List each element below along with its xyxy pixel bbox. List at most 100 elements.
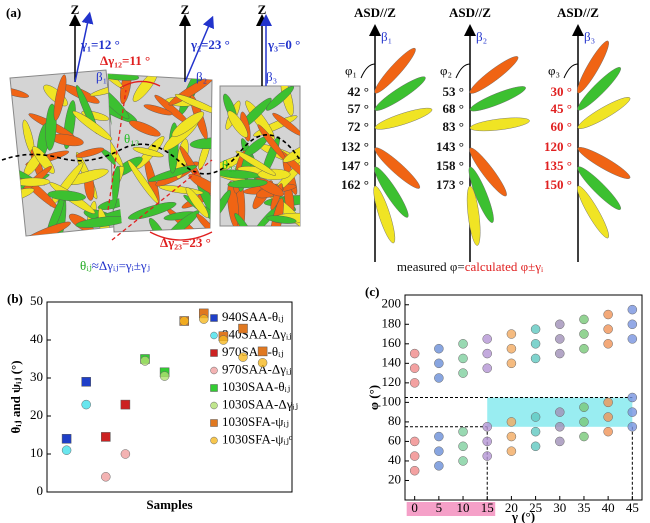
point bbox=[140, 356, 150, 366]
phi-label: φ₃ bbox=[548, 63, 560, 78]
legend-marker bbox=[210, 331, 218, 340]
boundary-line bbox=[1, 134, 301, 175]
point bbox=[458, 339, 468, 349]
grain bbox=[143, 104, 173, 116]
point bbox=[579, 329, 589, 339]
angle-label: 135 ° bbox=[544, 158, 572, 173]
phi-label: φ₁ bbox=[345, 63, 357, 78]
legend-label: 1030SAA-θᵢⱼ bbox=[222, 379, 290, 394]
angle-label: 30 ° bbox=[551, 84, 572, 99]
y-tick-label: 120 bbox=[382, 374, 402, 389]
grain bbox=[127, 202, 177, 220]
grain bbox=[266, 215, 297, 224]
petal bbox=[468, 166, 494, 223]
point bbox=[482, 422, 492, 432]
x-tick-label: 5 bbox=[436, 500, 443, 515]
petal bbox=[469, 86, 526, 112]
angle-label: 83 ° bbox=[443, 119, 464, 134]
x-axis-label: Samples bbox=[146, 497, 192, 512]
point bbox=[409, 465, 420, 476]
legend-label: 1030SFA-ψᵢⱼ bbox=[222, 414, 289, 429]
point bbox=[434, 431, 444, 442]
point bbox=[458, 368, 468, 378]
point bbox=[579, 343, 589, 354]
grain bbox=[282, 142, 300, 163]
legend-marker bbox=[210, 349, 218, 357]
grain bbox=[227, 110, 248, 138]
point bbox=[434, 461, 444, 471]
point bbox=[627, 334, 638, 344]
point bbox=[579, 402, 589, 413]
panel-label: (c) bbox=[365, 284, 379, 299]
panel-label: (a) bbox=[6, 5, 21, 20]
x-axis-label: γ (°) bbox=[511, 509, 535, 523]
angle-label: 162 ° bbox=[341, 177, 369, 192]
chart: (b) 0 10 20 30 40 50 940SAA-θᵢⱼ 940SAA-Δγᵢⱼ 970SA… bbox=[7, 291, 298, 512]
petal bbox=[577, 67, 621, 111]
grain bbox=[47, 190, 86, 202]
petal bbox=[466, 185, 481, 246]
beta-label: β₃ bbox=[584, 29, 595, 44]
angle-label: 68 ° bbox=[443, 101, 464, 116]
beta-label: β₂ bbox=[476, 29, 487, 44]
red-arc bbox=[119, 80, 213, 241]
y-tick-label: 200 bbox=[382, 296, 402, 311]
formula: θᵢⱼ≈Δγᵢⱼ=γᵢ±γⱼ bbox=[80, 258, 150, 273]
column-title: ASD//Z bbox=[449, 5, 491, 20]
red-dashed bbox=[107, 89, 213, 241]
caption-part: measured φ= bbox=[397, 259, 465, 274]
grain bbox=[45, 103, 57, 151]
grain bbox=[132, 147, 164, 158]
point bbox=[603, 426, 613, 437]
point bbox=[603, 309, 613, 320]
plot-frame bbox=[46, 301, 293, 493]
point bbox=[81, 377, 91, 387]
legend-label: 940SAA-θᵢⱼ bbox=[222, 309, 284, 324]
y-tick-label: 160 bbox=[382, 335, 402, 350]
grain-group bbox=[220, 86, 300, 226]
legend-marker bbox=[210, 401, 218, 410]
petal bbox=[373, 185, 396, 244]
petal bbox=[469, 117, 530, 132]
legend-label: 1030SAA-Δγᵢⱼ bbox=[222, 396, 298, 411]
point bbox=[409, 436, 420, 447]
beta-label: β₁ bbox=[96, 69, 107, 84]
point bbox=[179, 316, 189, 326]
x-tick-label: 35 bbox=[577, 500, 590, 515]
z-label: Z bbox=[181, 2, 190, 17]
point bbox=[199, 314, 209, 324]
grain bbox=[234, 213, 253, 226]
grain bbox=[75, 147, 105, 158]
petal bbox=[374, 107, 433, 130]
petal bbox=[374, 147, 421, 189]
y-tick-label: 40 bbox=[388, 452, 401, 467]
point bbox=[409, 348, 420, 359]
point bbox=[506, 358, 517, 369]
formula-part: ≈Δγᵢⱼ=γᵢ±γⱼ bbox=[92, 258, 150, 273]
point bbox=[434, 358, 444, 369]
grain bbox=[108, 83, 130, 120]
point bbox=[555, 348, 565, 359]
grain bbox=[18, 221, 71, 236]
petal bbox=[469, 147, 507, 197]
beta-axis bbox=[74, 11, 94, 83]
point bbox=[257, 346, 268, 357]
point bbox=[506, 329, 517, 339]
angle-label: 53 ° bbox=[443, 84, 464, 99]
petal bbox=[577, 147, 631, 179]
point bbox=[120, 399, 131, 410]
point bbox=[603, 339, 613, 349]
theta-label: θ₁₂ bbox=[124, 131, 139, 146]
point bbox=[238, 323, 248, 334]
angle-label: 72 ° bbox=[348, 119, 369, 134]
point bbox=[101, 472, 111, 482]
petal bbox=[577, 97, 631, 129]
point bbox=[61, 445, 72, 455]
point bbox=[555, 422, 565, 432]
point bbox=[627, 422, 638, 432]
grain bbox=[75, 216, 122, 228]
gamma-label: γ₃=0 ° bbox=[267, 37, 300, 52]
point bbox=[627, 392, 638, 403]
angle-label: 173 ° bbox=[436, 177, 464, 192]
